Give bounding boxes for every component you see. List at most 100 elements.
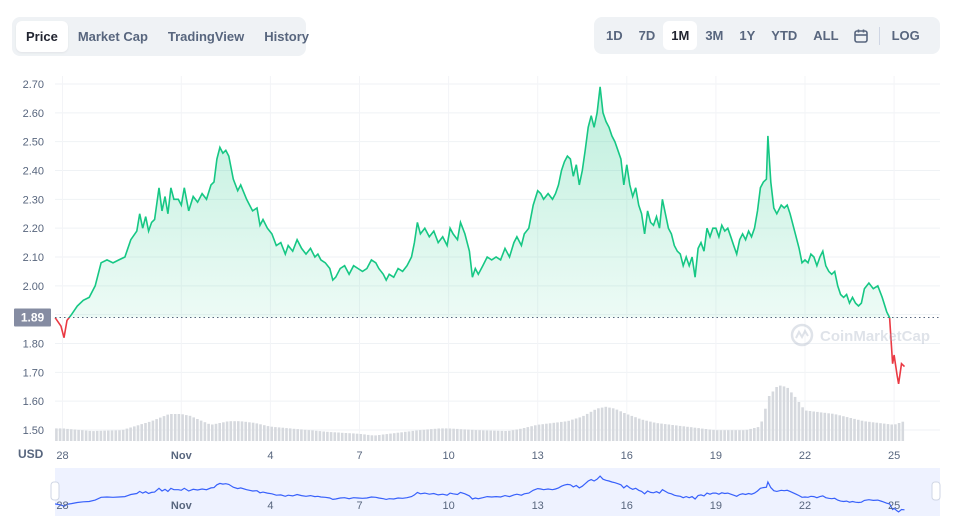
volume-bar bbox=[159, 417, 162, 441]
range-7d[interactable]: 7D bbox=[638, 28, 656, 43]
navigator-tick-label: 7 bbox=[356, 500, 362, 512]
volume-bar bbox=[366, 434, 370, 441]
volume-bar bbox=[675, 425, 678, 441]
volume-bar bbox=[816, 411, 819, 441]
volume-bar bbox=[623, 413, 626, 441]
navigator-ticks: 28 Nov 4 7 10 13 16 19 22 25 bbox=[56, 500, 900, 512]
volume-bar bbox=[775, 387, 778, 441]
volume-bar bbox=[526, 427, 530, 441]
tab-history[interactable]: History bbox=[264, 29, 310, 44]
volume-bar bbox=[649, 421, 652, 441]
calendar-icon[interactable] bbox=[847, 21, 875, 50]
volume-bar bbox=[259, 424, 262, 441]
volume-bar bbox=[537, 424, 541, 441]
volume-bar bbox=[430, 429, 433, 441]
x-tick-label: 10 bbox=[442, 450, 454, 462]
volume-bar bbox=[756, 427, 760, 441]
volume-bar bbox=[727, 430, 730, 441]
volume-bar bbox=[515, 429, 518, 441]
volume-bar bbox=[704, 429, 708, 441]
log-scale-toggle[interactable]: LOG bbox=[891, 28, 920, 43]
volume-bar bbox=[823, 412, 827, 441]
range-ytd[interactable]: YTD bbox=[771, 28, 798, 43]
volume-bar bbox=[782, 386, 786, 441]
volume-bar bbox=[574, 418, 578, 441]
volume-bar bbox=[166, 414, 169, 441]
volume-bar bbox=[660, 423, 663, 441]
volume-bar bbox=[519, 428, 522, 441]
volume-bar bbox=[753, 428, 756, 441]
volume-bar bbox=[348, 433, 351, 441]
volume-bar bbox=[764, 408, 767, 441]
volume-bar bbox=[552, 422, 556, 441]
volume-bar bbox=[218, 423, 221, 441]
tab-price[interactable]: Price bbox=[16, 21, 68, 52]
volume-bar bbox=[344, 433, 348, 441]
volume-bar bbox=[686, 426, 689, 441]
volume-bar bbox=[545, 423, 548, 441]
volume-bar bbox=[129, 427, 132, 441]
volume-bar bbox=[251, 422, 255, 441]
volume-bar bbox=[701, 428, 704, 441]
volume-bar bbox=[84, 430, 88, 441]
navigator-handle-right[interactable] bbox=[931, 481, 941, 501]
volume-bar bbox=[630, 415, 634, 441]
volume-bar bbox=[340, 432, 344, 441]
volume-bar bbox=[723, 430, 726, 441]
volume-bar bbox=[133, 426, 136, 441]
volume-bar bbox=[459, 429, 463, 441]
x-tick-label: 13 bbox=[532, 450, 544, 462]
volume-bar bbox=[634, 417, 637, 441]
navigator-tick-label: 25 bbox=[888, 500, 900, 512]
y-tick-label: 2.70 bbox=[23, 79, 44, 91]
volume-bar bbox=[281, 427, 285, 441]
y-tick-label: 2.40 bbox=[23, 166, 44, 178]
range-1m[interactable]: 1M bbox=[663, 21, 698, 50]
y-tick-label: 1.60 bbox=[23, 396, 44, 408]
volume-bar bbox=[582, 415, 585, 441]
x-tick-label: 25 bbox=[888, 450, 900, 462]
volume-bar bbox=[136, 425, 140, 442]
volume-bar bbox=[808, 411, 812, 441]
volume-bar bbox=[604, 406, 608, 441]
tab-tradingview[interactable]: TradingView bbox=[167, 29, 245, 44]
navigator[interactable]: 28 Nov 4 7 10 13 16 19 22 25 bbox=[50, 468, 941, 516]
navigator-handle-left[interactable] bbox=[50, 481, 60, 501]
range-1d[interactable]: 1D bbox=[606, 28, 623, 43]
volume-bar bbox=[645, 420, 648, 441]
volume-bar bbox=[793, 396, 797, 441]
volume-bar bbox=[652, 422, 656, 441]
volume-bar bbox=[118, 430, 121, 441]
tab-market-cap[interactable]: Market Cap bbox=[77, 29, 148, 44]
volume-bar bbox=[504, 431, 507, 441]
volume-bar bbox=[563, 421, 567, 441]
navigator-tick-label: 19 bbox=[710, 500, 722, 512]
volume-bar bbox=[730, 430, 734, 441]
volume-bar bbox=[767, 396, 771, 441]
y-axis-ticks: 2.702.602.502.402.302.202.102.001.901.80… bbox=[23, 79, 44, 437]
volume-bar bbox=[363, 434, 366, 441]
volume-bar bbox=[337, 432, 340, 441]
volume-bar bbox=[88, 430, 92, 441]
range-1y[interactable]: 1Y bbox=[739, 28, 756, 43]
volume-bar bbox=[389, 433, 392, 441]
volume-bar bbox=[578, 417, 582, 441]
volume-bar bbox=[192, 417, 195, 441]
volume-bar bbox=[69, 429, 73, 441]
volume-bar bbox=[433, 428, 437, 441]
range-all[interactable]: ALL bbox=[813, 28, 839, 43]
volume-bar bbox=[871, 422, 875, 441]
volume-bar bbox=[734, 430, 737, 441]
volume-bar bbox=[667, 424, 671, 441]
volume-bar bbox=[712, 429, 715, 441]
volume-bar bbox=[110, 430, 114, 441]
volume-bar bbox=[901, 421, 905, 441]
volume-bar bbox=[597, 408, 600, 441]
navigator-tick-label: Nov bbox=[171, 500, 193, 512]
range-3m[interactable]: 3M bbox=[705, 28, 724, 43]
volume-bar bbox=[125, 428, 129, 441]
volume-bar bbox=[404, 431, 407, 441]
volume-bar bbox=[81, 430, 84, 441]
volume-bar bbox=[860, 420, 864, 441]
